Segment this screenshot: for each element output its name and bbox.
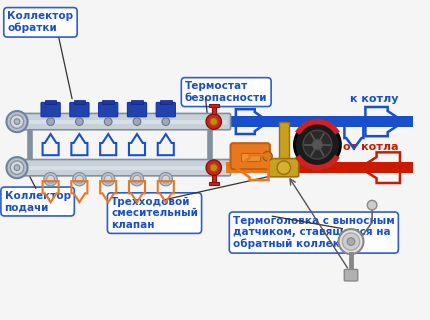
Text: к котлу: к котлу: [350, 94, 399, 104]
Circle shape: [76, 175, 83, 183]
Text: Коллектор
обратки: Коллектор обратки: [7, 11, 74, 33]
Circle shape: [44, 172, 57, 186]
Circle shape: [277, 161, 291, 174]
Circle shape: [6, 157, 28, 178]
Circle shape: [73, 172, 86, 186]
Circle shape: [6, 111, 28, 132]
Bar: [45, 100, 56, 104]
Circle shape: [347, 238, 355, 245]
Bar: [226, 162, 413, 173]
Circle shape: [367, 200, 377, 210]
Bar: [17, 120, 227, 124]
FancyBboxPatch shape: [309, 157, 326, 169]
Circle shape: [47, 118, 55, 125]
Circle shape: [14, 119, 20, 124]
Circle shape: [206, 114, 221, 129]
FancyBboxPatch shape: [230, 143, 270, 169]
Circle shape: [162, 175, 169, 183]
Bar: [131, 100, 143, 104]
Bar: [209, 182, 218, 185]
Circle shape: [101, 172, 115, 186]
FancyBboxPatch shape: [98, 102, 118, 117]
Circle shape: [162, 118, 169, 125]
Circle shape: [133, 175, 141, 183]
Bar: [241, 153, 260, 161]
Bar: [135, 172, 139, 176]
Circle shape: [133, 118, 141, 125]
FancyBboxPatch shape: [41, 102, 60, 117]
Text: Трехходовой
смесительный
клапан: Трехходовой смесительный клапан: [111, 196, 198, 230]
FancyBboxPatch shape: [309, 121, 326, 132]
Circle shape: [312, 139, 323, 150]
Circle shape: [14, 165, 20, 171]
Bar: [212, 105, 216, 114]
Bar: [160, 100, 172, 104]
Circle shape: [76, 118, 83, 125]
Bar: [17, 166, 227, 170]
FancyBboxPatch shape: [156, 102, 175, 117]
Text: от котла: от котла: [344, 142, 399, 152]
FancyBboxPatch shape: [14, 114, 230, 130]
Circle shape: [210, 118, 218, 125]
Circle shape: [206, 160, 221, 175]
Bar: [226, 116, 413, 127]
Bar: [279, 122, 289, 160]
Text: Коллектор
подачи: Коллектор подачи: [5, 191, 71, 212]
Circle shape: [263, 151, 272, 161]
Circle shape: [47, 175, 55, 183]
Circle shape: [295, 122, 341, 168]
Circle shape: [159, 172, 172, 186]
Bar: [102, 100, 114, 104]
Bar: [106, 172, 110, 176]
Bar: [74, 100, 85, 104]
FancyBboxPatch shape: [269, 159, 299, 177]
Bar: [49, 172, 52, 176]
Bar: [164, 172, 168, 176]
FancyBboxPatch shape: [70, 102, 89, 117]
Bar: [226, 162, 277, 173]
Text: Термоголовка с выносным
датчиком, ставящимся на
обратный коллектор: Термоголовка с выносным датчиком, ставящ…: [233, 216, 395, 250]
FancyBboxPatch shape: [14, 160, 230, 176]
Circle shape: [303, 130, 332, 159]
Circle shape: [210, 164, 218, 172]
Circle shape: [130, 172, 144, 186]
Circle shape: [10, 161, 24, 174]
Text: Термостат
безопасности: Термостат безопасности: [185, 81, 267, 103]
FancyBboxPatch shape: [344, 269, 358, 281]
Bar: [77, 172, 81, 176]
Circle shape: [338, 229, 363, 254]
Circle shape: [104, 175, 112, 183]
Bar: [209, 104, 218, 107]
Bar: [212, 175, 216, 184]
Circle shape: [104, 118, 112, 125]
Circle shape: [10, 115, 24, 128]
FancyBboxPatch shape: [127, 102, 147, 117]
Circle shape: [342, 233, 359, 250]
